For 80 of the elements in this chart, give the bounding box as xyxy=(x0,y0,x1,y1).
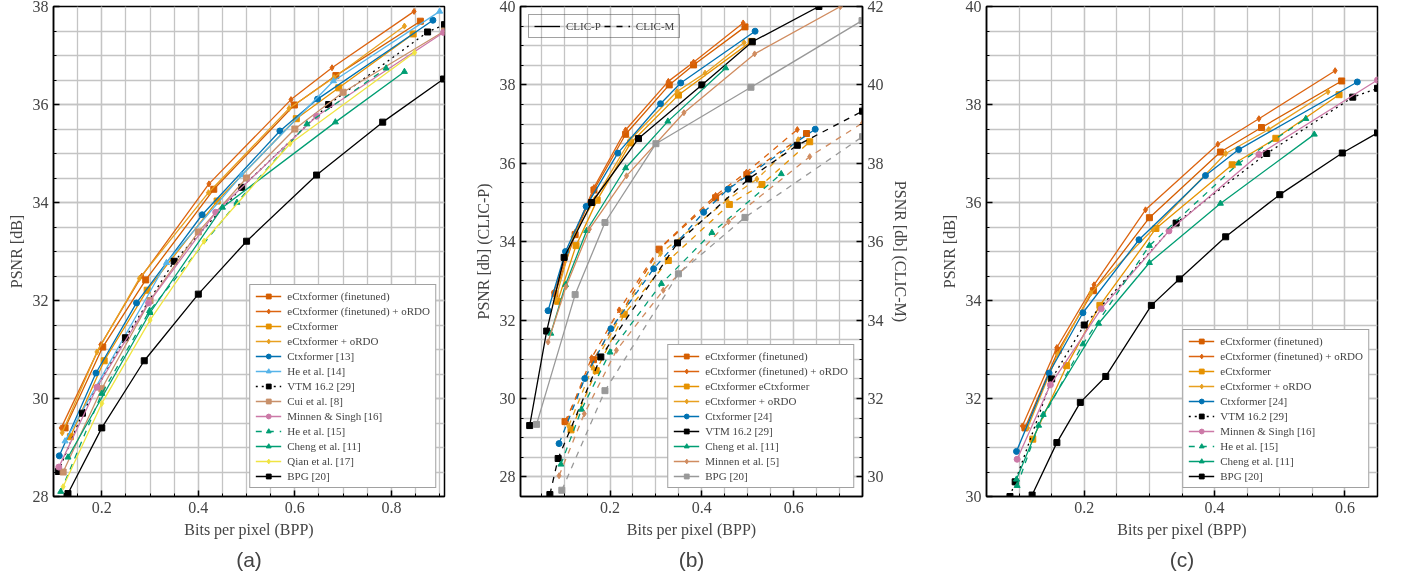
x-tick-label: 0.6 xyxy=(1334,498,1355,516)
y-tick-label: 32 xyxy=(32,292,49,309)
legend-label: Cui et al. [8] xyxy=(287,395,343,407)
legend-label: eCtxformer (finetuned) xyxy=(705,350,808,362)
y2-tick-label: 30 xyxy=(867,468,884,486)
y2-tick-label: 40 xyxy=(867,76,884,94)
x-tick-label: 0.8 xyxy=(381,498,402,516)
legend-label: Ctxformer [24] xyxy=(1220,395,1288,407)
y-tick-label: 38 xyxy=(499,76,516,94)
legend-label: eCtxformer + oRDO xyxy=(287,335,379,347)
y-tick-label: 30 xyxy=(965,488,982,505)
legend-label: Ctxformer [13] xyxy=(287,350,355,362)
legend-label: eCtxformer (finetuned) xyxy=(287,290,390,302)
x-tick-label: 0.2 xyxy=(91,498,112,516)
y2-axis-title: PSNR [db] (CLIC-M) xyxy=(890,180,909,323)
legend-label: BPG [20] xyxy=(705,470,748,482)
legend-label: Qian et al. [17] xyxy=(287,455,354,467)
x-tick-label: 0.6 xyxy=(284,498,305,516)
legend-label: VTM 16.2 [29] xyxy=(1220,410,1288,422)
x-tick-label: 0.4 xyxy=(1204,498,1225,516)
y2-tick-label: 32 xyxy=(867,390,884,407)
y-axis-title: PSNR [dB] xyxy=(940,214,958,289)
legend-label: Cheng et al. [11] xyxy=(705,440,779,452)
y-tick-label: 36 xyxy=(965,194,982,211)
legend-label: eCtxformer (finetuned) xyxy=(1220,335,1323,347)
x-tick-label: 0.6 xyxy=(783,498,804,516)
x-axis-title: Bits per pixel (BPP) xyxy=(184,520,314,539)
legend-label: VTM 16.2 [29] xyxy=(705,425,773,437)
y-tick-label: 34 xyxy=(965,292,982,309)
legend-label: He et al. [15] xyxy=(287,425,346,437)
legend-label: He et al. [14] xyxy=(287,365,346,377)
legend-label: Minnen & Singh [16] xyxy=(1220,425,1316,437)
text: (a) xyxy=(236,547,262,571)
x-tick-label: 0.4 xyxy=(691,498,712,516)
y-tick-label: 34 xyxy=(499,233,516,251)
y-tick-label: 28 xyxy=(499,468,516,486)
x-tick-label: 0.2 xyxy=(600,498,621,516)
legend-label: Minnen et al. [5] xyxy=(705,455,780,467)
y-tick-label: 38 xyxy=(32,0,49,15)
x-axis-title: Bits per pixel (BPP) xyxy=(1117,520,1247,539)
legend-label: eCtxformer (finetuned) + oRDO xyxy=(1220,350,1363,362)
legend-label: Cheng et al. [11] xyxy=(287,440,361,452)
y-tick-label: 40 xyxy=(965,0,982,15)
legend-label: BPG [20] xyxy=(287,470,330,482)
y-axis-title: PSNR [db] (CLIC-P) xyxy=(474,183,493,320)
text: (c) xyxy=(1169,547,1195,571)
y-tick-label: 36 xyxy=(32,96,49,113)
y2-tick-label: 36 xyxy=(867,233,884,251)
legend-label: eCtxformer + oRDO xyxy=(1220,380,1312,392)
legend-label: VTM 16.2 [29] xyxy=(287,380,355,392)
y-tick-label: 32 xyxy=(499,311,516,329)
text: (b) xyxy=(678,547,705,571)
y2-tick-label: 38 xyxy=(867,154,884,172)
x-tick-label: 0.4 xyxy=(188,498,209,516)
x-axis-title: Bits per pixel (BPP) xyxy=(626,520,757,539)
y-tick-label: 28 xyxy=(32,488,49,505)
legend-label: Ctxformer [24] xyxy=(705,410,773,422)
legend-label: Cheng et al. [11] xyxy=(1220,455,1294,467)
legend-label: eCtxformer (finetuned) + oRDO xyxy=(705,365,848,377)
legend-label: eCtxformer (finetuned) + oRDO xyxy=(287,305,430,317)
legend-label: Minnen & Singh [16] xyxy=(287,410,383,422)
y-axis-title: PSNR [dB] xyxy=(7,214,25,289)
legend-label: eCtxformer eCtxformer xyxy=(705,380,810,392)
legend-label: eCtxformer + oRDO xyxy=(705,395,797,407)
y-tick-label: 40 xyxy=(499,0,516,15)
y2-tick-label: 34 xyxy=(867,311,884,329)
legend-label: BPG [20] xyxy=(1220,470,1263,482)
y-tick-label: 30 xyxy=(32,390,49,407)
annotation: CLIC-M xyxy=(635,20,675,32)
y-tick-label: 32 xyxy=(965,390,982,407)
x-tick-label: 0.2 xyxy=(1074,498,1095,516)
legend-label: eCtxformer xyxy=(1220,365,1271,377)
legend-label: eCtxformer xyxy=(287,320,338,332)
annotation: CLIC-P xyxy=(566,20,601,32)
y-tick-label: 36 xyxy=(499,154,516,172)
y2-tick-label: 42 xyxy=(867,0,884,15)
y-tick-label: 30 xyxy=(499,390,516,407)
y-tick-label: 38 xyxy=(965,96,982,113)
legend-label: He et al. [15] xyxy=(1220,440,1279,452)
y-tick-label: 34 xyxy=(32,194,49,211)
